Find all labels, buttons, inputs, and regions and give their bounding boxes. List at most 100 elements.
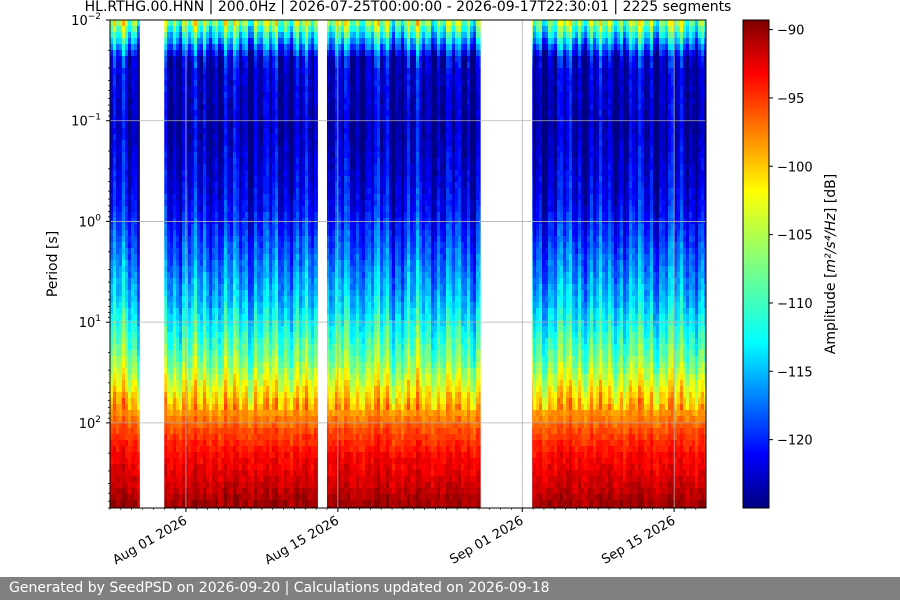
heatmap-cell [290,68,294,75]
heatmap-cell [218,302,222,309]
heatmap-cell [272,416,276,423]
heatmap-cell [164,242,168,249]
heatmap-cell [266,320,270,327]
heatmap-cell [122,338,126,345]
heatmap-cell [227,146,231,153]
heatmap-cell [116,170,120,177]
heatmap-cell [239,62,243,69]
heatmap-cell [257,116,261,123]
heatmap-cell [131,458,135,465]
heatmap-cell [110,458,114,465]
heatmap-cell [185,248,189,255]
heatmap-cell [245,134,249,141]
heatmap-cell [263,242,267,249]
heatmap-cell [245,386,249,393]
heatmap-cell [272,146,276,153]
heatmap-cell [134,230,138,237]
heatmap-cell [230,494,234,501]
heatmap-cell [128,116,132,123]
heatmap-cell [254,122,258,129]
heatmap-cell [206,500,210,507]
heatmap-cell [257,266,261,273]
heatmap-cell [272,422,276,429]
heatmap-cell [122,248,126,255]
heatmap-cell [269,188,273,195]
heatmap-cell [125,20,129,27]
heatmap-cell [131,362,135,369]
heatmap-cell [278,296,282,303]
heatmap-cell [215,500,219,507]
heatmap-cell [182,182,186,189]
heatmap-cell [233,230,237,237]
heatmap-cell [257,338,261,345]
heatmap-cell [170,206,174,213]
heatmap-cell [170,128,174,135]
heatmap-cell [230,476,234,483]
heatmap-cell [203,470,207,477]
heatmap-cell [218,410,222,417]
heatmap-cell [113,248,117,255]
heatmap-cell [263,494,267,501]
heatmap-cell [122,104,126,111]
heatmap-cell [209,320,213,327]
heatmap-cell [263,506,267,508]
heatmap-cell [278,290,282,297]
heatmap-cell [230,212,234,219]
heatmap-cell [185,374,189,381]
heatmap-cell [242,62,246,69]
heatmap-cell [131,236,135,243]
heatmap-cell [185,332,189,339]
heatmap-cell [119,176,123,183]
heatmap-cell [263,344,267,351]
heatmap-cell [122,416,126,423]
heatmap-cell [218,326,222,333]
heatmap-cell [233,32,237,39]
heatmap-cell [179,338,183,345]
heatmap-cell [203,134,207,141]
heatmap-cell [230,458,234,465]
heatmap-cell [116,230,120,237]
heatmap-cell [110,410,114,417]
heatmap-cell [116,446,120,453]
heatmap-cell [275,272,279,279]
heatmap-cell [287,188,291,195]
heatmap-cell [281,314,285,321]
heatmap-cell [287,386,291,393]
heatmap-cell [281,260,285,267]
heatmap-cell [236,158,240,165]
heatmap-cell [179,56,183,63]
heatmap-cell [239,194,243,201]
heatmap-cell [215,398,219,405]
heatmap-cell [227,494,231,501]
heatmap-cell [203,50,207,57]
heatmap-cell [263,500,267,507]
heatmap-cell [227,134,231,141]
heatmap-cell [212,368,216,375]
heatmap-cell [128,44,132,51]
heatmap-cell [167,476,171,483]
heatmap-cell [131,68,135,75]
heatmap-cell [278,38,282,45]
heatmap-cell [272,290,276,297]
heatmap-cell [179,38,183,45]
heatmap-cell [272,224,276,231]
heatmap-cell [206,56,210,63]
heatmap-cell [203,434,207,441]
heatmap-cell [290,44,294,51]
heatmap-cell [203,266,207,273]
heatmap-cell [251,308,255,315]
heatmap-cell [284,92,288,99]
heatmap-cell [275,62,279,69]
heatmap-cell [230,326,234,333]
heatmap-cell [116,122,120,129]
heatmap-cell [257,302,261,309]
heatmap-cell [242,320,246,327]
heatmap-cell [134,266,138,273]
heatmap-cell [119,236,123,243]
heatmap-cell [212,278,216,285]
heatmap-cell [128,230,132,237]
heatmap-cell [173,122,177,129]
heatmap-cell [272,386,276,393]
heatmap-cell [254,284,258,291]
heatmap-cell [122,494,126,501]
